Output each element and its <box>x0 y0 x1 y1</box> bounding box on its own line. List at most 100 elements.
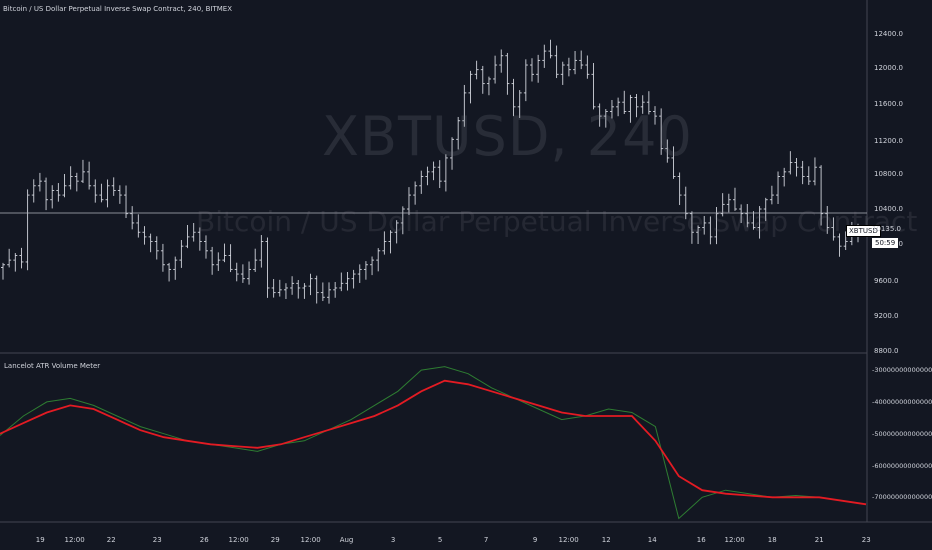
time-axis-label: 12:00 <box>228 536 249 544</box>
candle <box>812 157 817 186</box>
candle <box>308 273 313 296</box>
chart-title[interactable]: Bitcoin / US Dollar Perpetual Inverse Sw… <box>3 5 233 13</box>
candle <box>419 170 424 194</box>
candle <box>271 279 276 298</box>
candle <box>87 161 92 190</box>
candle <box>456 116 461 150</box>
time-axis-label: 29 <box>270 536 280 544</box>
description-watermark: Bitcoin / US Dollar Perpetual Inverse Sw… <box>196 205 918 238</box>
candle <box>708 216 713 245</box>
price-axis-label: 8800.0 <box>874 347 899 355</box>
indicator-axis-label: -7000000000000000.0 <box>872 493 932 501</box>
price-axis-label: 12000.0 <box>874 64 903 72</box>
candle <box>320 282 325 302</box>
candle <box>425 166 430 186</box>
candle <box>677 172 682 206</box>
symbol-price-tag: XBTUSD <box>846 225 881 237</box>
candle <box>671 146 676 179</box>
candle <box>62 174 67 198</box>
candle <box>7 248 12 268</box>
candle <box>382 231 387 255</box>
indicator-title[interactable]: Lancelot ATR Volume Meter <box>4 362 101 370</box>
candle <box>843 231 848 250</box>
candle <box>357 264 362 283</box>
candle <box>831 217 836 241</box>
candle <box>154 236 159 260</box>
candle <box>210 246 215 275</box>
time-axis-label: 5 <box>437 536 443 544</box>
candle <box>25 189 30 271</box>
time-axis-label: 18 <box>767 536 777 544</box>
candle <box>597 103 602 127</box>
time-axis-label: 19 <box>35 536 45 544</box>
price-axis-label: 12400.0 <box>874 30 903 38</box>
candle <box>653 106 658 125</box>
last-price-label: 10135.0 <box>872 225 901 233</box>
price-axis-label: 9600.0 <box>874 277 899 285</box>
candle <box>634 93 639 118</box>
candle <box>216 252 221 271</box>
candle <box>536 54 541 83</box>
candle <box>573 50 578 75</box>
candle <box>763 197 768 222</box>
time-axis-label: 12 <box>601 536 611 544</box>
candle <box>173 256 178 280</box>
candle <box>99 183 104 203</box>
candle <box>480 65 485 94</box>
candle <box>505 52 510 95</box>
candle <box>769 185 774 205</box>
time-axis-label: 7 <box>483 536 489 544</box>
time-axis-label: 9 <box>532 536 538 544</box>
candle <box>351 269 356 289</box>
time-axis-label: 14 <box>647 536 657 544</box>
candle <box>542 44 547 68</box>
candle <box>222 243 227 263</box>
time-axis-label: 21 <box>814 536 824 544</box>
price-axis-label: 9200.0 <box>874 312 899 320</box>
candle <box>585 55 590 79</box>
candle <box>800 160 805 185</box>
candle <box>68 166 73 190</box>
time-axis-label: 12:00 <box>724 536 745 544</box>
candle <box>702 215 707 235</box>
indicator-fast-line <box>0 366 867 520</box>
candle <box>603 109 608 128</box>
time-axis-label: Aug <box>339 536 354 544</box>
candle <box>142 226 147 245</box>
price-axis-label: 11600.0 <box>874 100 903 108</box>
candle <box>665 139 670 163</box>
candle <box>776 171 781 205</box>
candle <box>486 76 491 96</box>
candle <box>794 157 799 177</box>
candle <box>443 154 448 192</box>
candle <box>474 60 479 80</box>
candle <box>788 151 793 175</box>
candle <box>468 70 473 104</box>
time-axis-label: 12:00 <box>558 536 579 544</box>
candle <box>462 84 467 127</box>
price-axis-label: 10800.0 <box>874 170 903 178</box>
time-axis-label: 26 <box>199 536 209 544</box>
candle <box>290 276 295 295</box>
candle <box>628 94 633 123</box>
candle <box>745 204 750 228</box>
candle <box>197 227 202 251</box>
candle <box>376 248 381 272</box>
time-axis-label: 23 <box>152 536 162 544</box>
candle <box>689 211 694 244</box>
candle <box>732 187 737 211</box>
candle <box>191 222 196 242</box>
candle <box>622 90 627 115</box>
candle <box>339 272 344 292</box>
candle <box>80 159 85 184</box>
candle <box>493 55 498 84</box>
candle <box>739 204 744 223</box>
candle <box>370 256 375 276</box>
candle <box>523 59 528 102</box>
candle <box>296 280 301 299</box>
candle <box>19 247 24 269</box>
candle <box>529 58 534 82</box>
candle <box>247 261 252 285</box>
